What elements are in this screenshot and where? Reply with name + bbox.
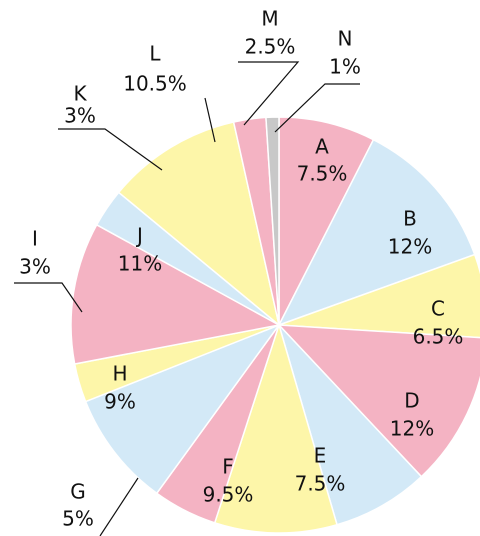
slice-label: J xyxy=(135,224,143,248)
pie-slice xyxy=(278,253,480,339)
value-label: 2.5% xyxy=(245,35,296,59)
value-label: 10.5% xyxy=(123,72,187,96)
value-label: 3% xyxy=(64,104,96,128)
pie-slice xyxy=(265,116,280,326)
value-label: 12% xyxy=(390,417,434,441)
leader-line xyxy=(99,477,139,536)
value-label: 11% xyxy=(118,252,162,276)
value-label: 3% xyxy=(19,255,51,279)
pie-slice xyxy=(278,324,423,526)
leader-line xyxy=(58,128,163,171)
value-label: 9% xyxy=(104,390,136,414)
slice-label: I xyxy=(32,227,38,251)
slice-label: C xyxy=(431,297,445,321)
value-label: 7.5% xyxy=(297,162,348,186)
value-label: 9.5% xyxy=(203,483,254,507)
leader-line xyxy=(238,61,300,126)
leader-line xyxy=(204,97,216,143)
value-label: 5% xyxy=(62,507,94,531)
value-label: 6.5% xyxy=(413,325,464,349)
pie-slice xyxy=(84,323,282,495)
leader-line xyxy=(274,83,360,133)
slice-label: K xyxy=(73,82,87,106)
pie-slice xyxy=(70,223,282,365)
slice-label: A xyxy=(315,135,329,159)
slice-label: G xyxy=(70,480,86,504)
pie-slice xyxy=(277,138,476,327)
slice-label: M xyxy=(261,7,278,31)
value-label: 12% xyxy=(388,235,432,259)
pie-slice xyxy=(278,116,375,326)
slice-label: H xyxy=(112,362,127,386)
slice-label: N xyxy=(338,27,353,51)
slice-label: L xyxy=(149,42,161,66)
slice-label: E xyxy=(314,444,327,468)
pie-slice xyxy=(213,322,338,534)
pie-slice xyxy=(277,324,480,478)
slice-label: B xyxy=(403,207,417,231)
slice-label: F xyxy=(222,455,234,479)
leader-line xyxy=(14,282,83,313)
value-label: 1% xyxy=(329,55,361,79)
slice-label: D xyxy=(404,389,419,413)
pie-slice xyxy=(117,121,281,327)
value-label: 7.5% xyxy=(295,472,346,496)
